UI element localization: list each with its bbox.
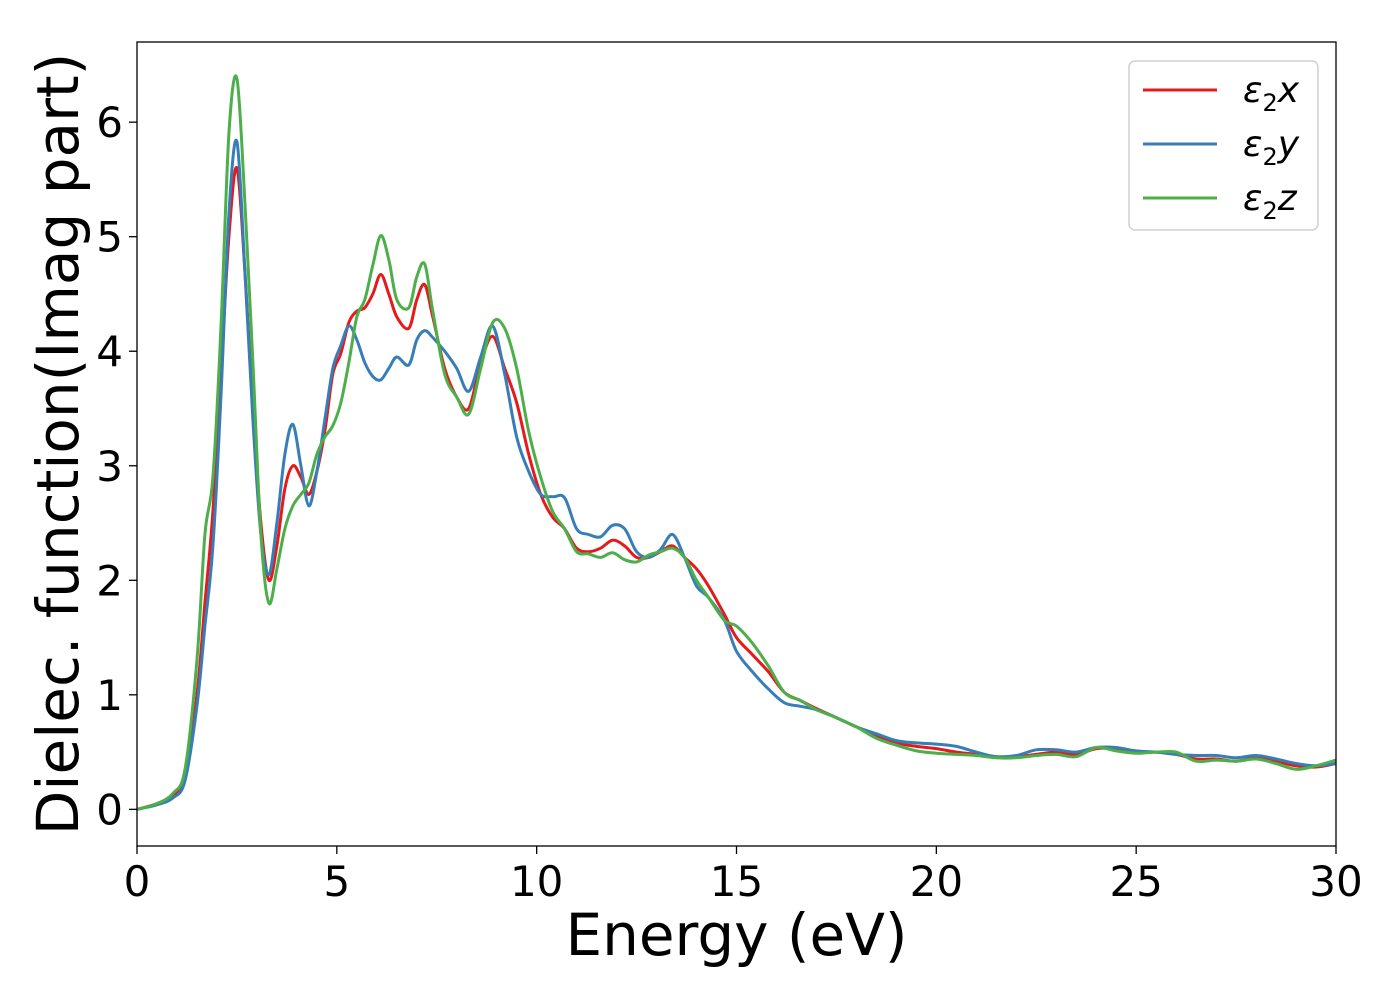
x-tick-label: 0 xyxy=(124,857,151,906)
x-axis-ticks: 0 5 10 15 20 25 30 xyxy=(124,846,1363,906)
series-line-z xyxy=(137,74,1336,811)
x-tick-label: 15 xyxy=(710,857,763,906)
legend-box xyxy=(1128,60,1319,231)
y-tick-label: 6 xyxy=(96,98,123,147)
x-axis-title: Energy (eV) xyxy=(565,901,907,969)
legend-label-y: ε2y xyxy=(1243,124,1300,171)
series-line-x xyxy=(137,166,1336,811)
y-tick-label: 3 xyxy=(96,442,123,491)
y-tick-label: 0 xyxy=(96,785,123,834)
y-axis-ticks: 0 1 2 3 4 5 6 xyxy=(96,98,137,834)
series-line-y xyxy=(137,138,1336,811)
legend: ε2x ε2y ε2z xyxy=(1128,60,1319,231)
plot-lines xyxy=(137,74,1336,811)
x-tick-label: 20 xyxy=(910,857,963,906)
x-tick-label: 25 xyxy=(1109,857,1162,906)
y-tick-label: 5 xyxy=(96,213,123,262)
y-tick-label: 4 xyxy=(96,327,123,376)
y-tick-label: 1 xyxy=(96,671,123,720)
x-tick-label: 30 xyxy=(1309,857,1362,906)
legend-label-x: ε2x xyxy=(1243,70,1300,117)
x-tick-label: 5 xyxy=(323,857,350,906)
x-tick-label: 10 xyxy=(510,857,563,906)
y-axis-title: Dielec. function(Imag part) xyxy=(24,53,92,836)
y-tick-label: 2 xyxy=(96,556,123,605)
legend-label-z: ε2z xyxy=(1243,178,1298,225)
